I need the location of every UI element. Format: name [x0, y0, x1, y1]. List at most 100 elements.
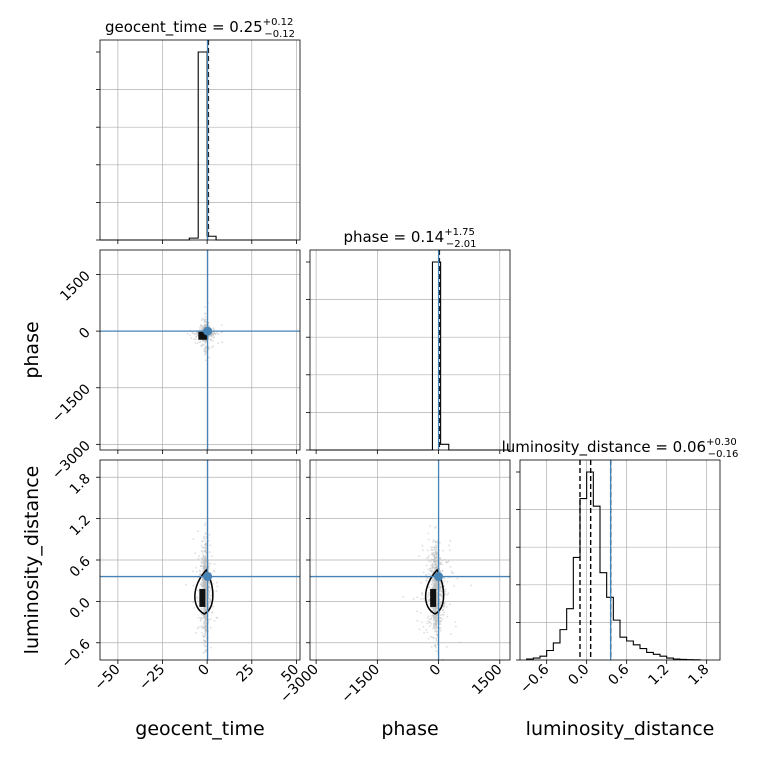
hist-luminosity_distance-frame: [519, 459, 721, 661]
scatter-point: [211, 340, 214, 343]
scatter-point: [443, 604, 446, 607]
scatter-point: [431, 581, 434, 584]
scatter-point: [190, 337, 193, 339]
scatter-point: [402, 595, 405, 598]
scatter-point: [213, 563, 216, 565]
scatter-point: [449, 549, 451, 552]
scatter-point: [435, 625, 438, 628]
scatter-point: [435, 566, 437, 569]
scatter-point: [216, 585, 219, 588]
scatter-point: [201, 328, 204, 330]
scatter-point: [204, 522, 207, 525]
scatter-luminosity_distance_vs_phase-density-core: [430, 588, 437, 607]
scatter-point: [436, 592, 439, 595]
scatter-point: [210, 339, 212, 341]
scatter-point: [209, 583, 211, 586]
scatter-point: [204, 342, 207, 345]
scatter-point: [436, 588, 439, 591]
scatter-point: [195, 335, 198, 338]
scatter-point: [198, 569, 201, 572]
bottom-phase-xtick-label: 1500: [469, 662, 506, 699]
scatter-point: [428, 569, 431, 572]
scatter-point: [196, 597, 199, 600]
scatter-point: [192, 601, 195, 604]
scatter-point: [204, 628, 206, 630]
scatter-point: [456, 577, 459, 580]
scatter-point: [440, 602, 443, 604]
scatter-point: [418, 628, 421, 631]
scatter-point: [209, 626, 212, 629]
scatter-point: [442, 609, 445, 611]
scatter-point: [203, 639, 206, 642]
hist-luminosity_distance-title-text: luminosity_distance = 0.06+0.30 −0.16: [502, 437, 739, 460]
scatter-point: [203, 306, 206, 308]
scatter-point: [200, 550, 203, 553]
scatter-point: [201, 552, 204, 555]
scatter-point: [431, 627, 434, 630]
scatter-point: [454, 621, 457, 623]
scatter-point: [212, 332, 215, 335]
scatter-point: [432, 623, 435, 625]
scatter-point: [196, 596, 198, 598]
scatter-point: [194, 552, 196, 555]
scatter-point: [434, 583, 437, 586]
scatter-point: [212, 569, 215, 572]
hist-phase-title: phase = 0.14+1.75 −2.01: [343, 227, 476, 250]
scatter-point: [204, 630, 207, 633]
scatter-point: [431, 565, 434, 567]
scatter-point: [200, 564, 202, 567]
scatter-point: [425, 564, 428, 567]
scatter-point: [426, 631, 429, 634]
scatter-point: [204, 621, 207, 624]
scatter-point: [208, 533, 211, 536]
xlabel-luminosity_distance: luminosity_distance: [526, 718, 715, 740]
scatter-point: [204, 582, 207, 585]
scatter-point: [200, 319, 203, 321]
scatter-point: [214, 333, 217, 336]
hist-geocent_time-bars: [100, 51, 297, 241]
scatter-point: [442, 613, 445, 616]
scatter-point: [192, 570, 194, 573]
scatter-point: [412, 598, 415, 600]
scatter-point: [430, 564, 432, 567]
scatter-point: [205, 623, 208, 625]
scatter-point: [433, 608, 435, 611]
scatter-point: [209, 595, 212, 598]
scatter-point: [200, 607, 203, 610]
scatter-point: [430, 560, 433, 562]
scatter-point: [429, 625, 431, 627]
scatter-point: [204, 633, 207, 636]
scatter-point: [438, 541, 441, 544]
scatter-point: [205, 551, 208, 554]
scatter-point: [470, 584, 473, 587]
scatter-point: [438, 604, 441, 606]
scatter-point: [444, 588, 447, 591]
scatter-point: [205, 541, 208, 544]
scatter-point: [213, 619, 216, 622]
hist-geocent_time-title: geocent_time = 0.25+0.12 −0.12: [105, 17, 295, 40]
scatter-point: [450, 570, 453, 573]
scatter-point: [204, 352, 207, 355]
bottom-phase-xtick-label: −1500: [338, 662, 383, 707]
scatter-point: [208, 590, 211, 593]
scatter-point: [431, 607, 433, 610]
scatter-point: [449, 539, 452, 542]
scatter-point: [441, 596, 443, 599]
scatter-point: [201, 625, 203, 627]
scatter-point: [429, 635, 432, 638]
bottom-geocent_time-xtick-label: 25: [234, 662, 258, 686]
scatter-point: [211, 611, 213, 614]
scatter-point: [198, 555, 201, 557]
scatter-point: [217, 333, 220, 336]
scatter-point: [432, 566, 435, 569]
scatter-point: [204, 313, 207, 315]
scatter-point: [204, 554, 207, 557]
scatter-point: [425, 580, 428, 582]
scatter-point: [416, 610, 418, 613]
scatter-point: [201, 325, 204, 328]
scatter-point: [441, 595, 443, 597]
left-luminosity_distance-ytick-label: 0.0: [67, 595, 94, 622]
scatter-point: [220, 324, 223, 327]
scatter-point: [431, 546, 434, 549]
